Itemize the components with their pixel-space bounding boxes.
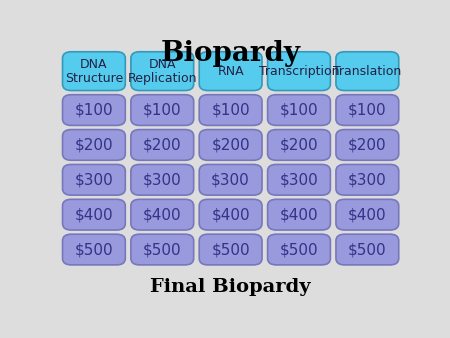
- Text: $100: $100: [75, 102, 113, 118]
- Text: Transcription: Transcription: [259, 65, 339, 78]
- FancyBboxPatch shape: [199, 165, 262, 195]
- FancyBboxPatch shape: [336, 234, 399, 265]
- FancyBboxPatch shape: [268, 129, 330, 160]
- Text: $400: $400: [212, 207, 250, 222]
- FancyBboxPatch shape: [63, 234, 125, 265]
- FancyBboxPatch shape: [63, 129, 125, 160]
- Text: $200: $200: [212, 138, 250, 152]
- Text: $100: $100: [143, 102, 182, 118]
- Text: $400: $400: [75, 207, 113, 222]
- Text: $400: $400: [143, 207, 182, 222]
- FancyBboxPatch shape: [199, 95, 262, 125]
- Text: $400: $400: [348, 207, 387, 222]
- Text: $500: $500: [348, 242, 387, 257]
- FancyBboxPatch shape: [268, 199, 330, 230]
- FancyBboxPatch shape: [63, 52, 125, 91]
- FancyBboxPatch shape: [131, 199, 194, 230]
- Text: $100: $100: [279, 102, 318, 118]
- Text: $200: $200: [348, 138, 387, 152]
- FancyBboxPatch shape: [199, 234, 262, 265]
- FancyBboxPatch shape: [268, 95, 330, 125]
- FancyBboxPatch shape: [336, 199, 399, 230]
- FancyBboxPatch shape: [199, 129, 262, 160]
- FancyBboxPatch shape: [336, 165, 399, 195]
- Text: $500: $500: [212, 242, 250, 257]
- FancyBboxPatch shape: [131, 95, 194, 125]
- Text: $300: $300: [143, 172, 182, 187]
- Text: $500: $500: [279, 242, 318, 257]
- Text: $300: $300: [279, 172, 318, 187]
- Text: $400: $400: [279, 207, 318, 222]
- FancyBboxPatch shape: [131, 234, 194, 265]
- FancyBboxPatch shape: [268, 165, 330, 195]
- FancyBboxPatch shape: [63, 165, 125, 195]
- Text: RNA: RNA: [217, 65, 244, 78]
- Text: $200: $200: [75, 138, 113, 152]
- FancyBboxPatch shape: [268, 52, 330, 91]
- Text: $100: $100: [212, 102, 250, 118]
- Text: Final Biopardy: Final Biopardy: [150, 277, 311, 295]
- Text: $300: $300: [211, 172, 250, 187]
- FancyBboxPatch shape: [199, 199, 262, 230]
- Text: $200: $200: [143, 138, 182, 152]
- FancyBboxPatch shape: [131, 129, 194, 160]
- FancyBboxPatch shape: [336, 95, 399, 125]
- FancyBboxPatch shape: [268, 234, 330, 265]
- Text: $200: $200: [279, 138, 318, 152]
- FancyBboxPatch shape: [336, 129, 399, 160]
- Text: $500: $500: [75, 242, 113, 257]
- FancyBboxPatch shape: [131, 52, 194, 91]
- FancyBboxPatch shape: [63, 199, 125, 230]
- Text: $500: $500: [143, 242, 182, 257]
- Text: Translation: Translation: [333, 65, 401, 78]
- FancyBboxPatch shape: [199, 52, 262, 91]
- Text: $300: $300: [75, 172, 113, 187]
- Text: $300: $300: [348, 172, 387, 187]
- Text: DNA
Structure: DNA Structure: [65, 58, 123, 84]
- Text: Biopardy: Biopardy: [161, 40, 301, 67]
- FancyBboxPatch shape: [131, 165, 194, 195]
- FancyBboxPatch shape: [63, 95, 125, 125]
- FancyBboxPatch shape: [336, 52, 399, 91]
- Text: $100: $100: [348, 102, 387, 118]
- Text: DNA
Replication: DNA Replication: [127, 58, 197, 84]
